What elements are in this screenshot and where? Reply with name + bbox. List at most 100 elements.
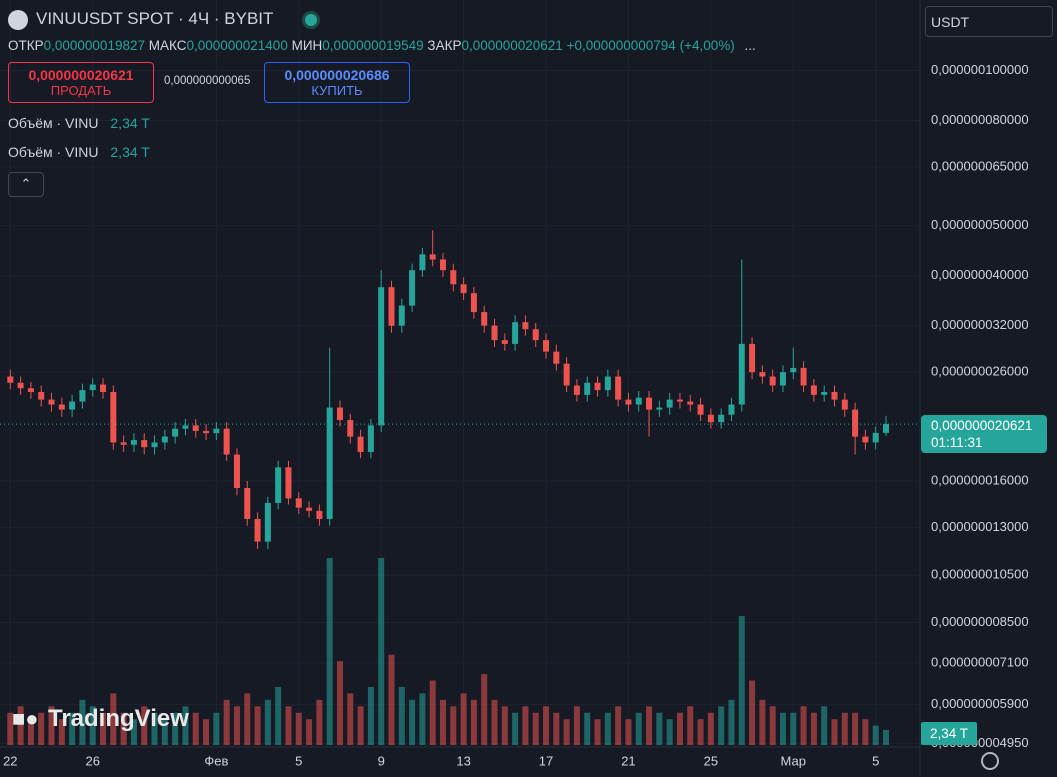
candle-body: [203, 430, 210, 434]
y-tick-label: 0,000000007100: [931, 654, 1029, 669]
candle-body: [491, 325, 498, 341]
candle-body: [697, 404, 704, 415]
close-value: 0,000000020621: [461, 38, 563, 53]
volume-bar: [161, 719, 168, 745]
volume-bar: [347, 693, 354, 745]
candle-body: [646, 397, 653, 410]
volume-bar: [862, 719, 869, 745]
axis-panel: [920, 0, 1057, 777]
more[interactable]: ...: [744, 38, 756, 53]
candle-body: [604, 376, 611, 391]
volume-bar: [749, 680, 756, 745]
volume-bar: [275, 686, 282, 745]
candle-body: [141, 440, 148, 448]
candle-body: [419, 254, 426, 271]
volume-bar: [326, 558, 333, 745]
buy-price: 0,000000020686: [284, 67, 390, 83]
candle-body: [501, 340, 508, 344]
volume-bar: [687, 706, 694, 745]
candle-body: [707, 414, 714, 423]
volume-bar: [584, 712, 591, 745]
candle-body: [357, 436, 364, 453]
candle-body: [573, 385, 580, 395]
volume-bar: [110, 693, 117, 745]
volume-bar: [821, 706, 828, 745]
symbol-title[interactable]: VINUUSDT SPOT · 4Ч · BYBIT: [36, 9, 274, 28]
volume-bar: [27, 719, 34, 745]
candle-body: [666, 399, 673, 408]
candle-body: [594, 382, 601, 391]
volume-bar: [635, 712, 642, 745]
candle-body: [100, 384, 107, 392]
candle-body: [7, 376, 14, 383]
x-tick-label: 22: [3, 753, 17, 768]
candle-body: [233, 454, 240, 489]
volume-bar: [573, 706, 580, 745]
candle-body: [656, 407, 663, 410]
volume-bar: [336, 661, 343, 745]
volume-bar: [883, 729, 890, 745]
candle-body: [769, 376, 776, 386]
candle-body: [316, 510, 323, 519]
volume-bar: [543, 706, 550, 745]
buy-label: КУПИТЬ: [311, 83, 363, 98]
candle-body: [213, 428, 220, 434]
y-tick-label: 0,000000026000: [931, 364, 1029, 379]
candle-body: [17, 382, 24, 389]
indicator-legend[interactable]: Объём · VINU 2,34 T: [8, 144, 150, 160]
candle-body: [429, 254, 436, 260]
volume-bar: [697, 719, 704, 745]
x-tick-label: 13: [456, 753, 470, 768]
volume-bar: [192, 712, 199, 745]
volume-bar: [100, 712, 107, 745]
candle-body: [347, 420, 354, 437]
candle-body: [110, 391, 117, 443]
volume-bar: [69, 712, 76, 745]
candle-body: [223, 428, 230, 455]
volume-bar: [604, 712, 611, 745]
volume-bar: [419, 693, 426, 745]
candle-body: [69, 401, 76, 410]
volume-bar: [58, 719, 65, 745]
candle-body: [79, 390, 86, 402]
candle-body: [409, 270, 416, 306]
candle-body: [841, 399, 848, 410]
candle-body: [38, 391, 45, 400]
y-tick-label: 0,000000008500: [931, 614, 1029, 629]
volume-tag: 2,34 T: [921, 722, 977, 745]
volume-bar: [800, 706, 807, 745]
candle-body: [790, 367, 797, 373]
buy-button[interactable]: 0,000000020686 КУПИТЬ: [264, 62, 410, 103]
x-tick-label: 21: [621, 753, 635, 768]
sell-button[interactable]: 0,000000020621 ПРОДАТЬ: [8, 62, 154, 103]
candle-body: [728, 404, 735, 415]
candle-body: [831, 391, 838, 400]
indicator-legend[interactable]: Объём · VINU 2,34 T: [8, 115, 150, 131]
close-label: ЗАКР: [427, 38, 462, 53]
x-tick-label: Фев: [204, 753, 228, 768]
candle-body: [749, 343, 756, 373]
volume-bar: [130, 719, 137, 745]
candle-body: [151, 442, 158, 448]
candle-body: [759, 372, 766, 377]
low-label: МИН: [291, 38, 323, 53]
volume-bar: [718, 706, 725, 745]
spread: 0,000000000065: [164, 75, 251, 87]
candle-body: [295, 498, 302, 508]
volume-bar: [7, 712, 14, 745]
currency-select[interactable]: USDT: [925, 6, 1053, 37]
volume-bar: [409, 699, 416, 745]
volume-bar: [398, 686, 405, 745]
candle-body: [326, 407, 333, 519]
indicator-value: 2,34 T: [110, 115, 150, 131]
collapse-button[interactable]: ⌃: [8, 172, 44, 197]
candle-body: [821, 391, 828, 395]
settings-button[interactable]: [981, 752, 999, 770]
x-tick-label: 9: [378, 753, 385, 768]
candle-body: [388, 287, 395, 326]
volume-bar: [470, 699, 477, 745]
volume-bar: [460, 693, 467, 745]
candle-body: [48, 399, 55, 405]
